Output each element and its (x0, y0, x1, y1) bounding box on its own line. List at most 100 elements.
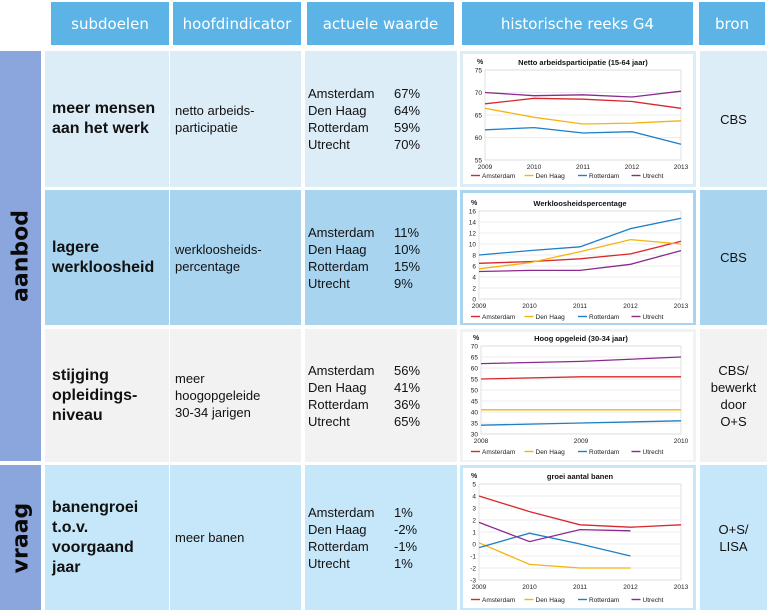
y-tick-label: 75 (475, 68, 483, 75)
chart-background (463, 54, 693, 184)
row2-values: Amsterdam 11% Den Haag 10% Rotterdam 15% Ut… (305, 190, 457, 325)
y-tick-label: 55 (475, 158, 483, 165)
row3-city: Rotterdam (308, 396, 369, 412)
y-tick-label: 0 (472, 542, 476, 549)
row4-value: -1% (394, 538, 418, 554)
series-line-utrecht (484, 90, 682, 98)
legend-label: Utrecht (643, 314, 664, 321)
row4-chart-cell: -3 -2 -1 0 1 2 3 4 5 2009 2010 2011 2012 2013% groei a… (460, 465, 696, 610)
y-tick-label: 6 (472, 264, 476, 271)
row1-subgoal: meer mensen aan het werk (45, 51, 169, 187)
series-line-den-haag (484, 107, 682, 125)
x-tick-label: 2010 (522, 584, 537, 591)
group-supply-label: aanbod (8, 210, 33, 302)
row4-value: -2% (394, 521, 418, 537)
chart-title: Werkloosheidspercentage (533, 199, 626, 208)
y-tick-label: 16 (469, 209, 477, 216)
y-axis-label: % (477, 59, 484, 66)
row2-city: Utrecht (308, 275, 350, 291)
legend-label: Rotterdam (589, 173, 619, 180)
row3-city: Den Haag (308, 379, 367, 395)
x-tick-label: 2013 (674, 584, 689, 591)
legend-label: Amsterdam (482, 597, 515, 604)
y-axis-label: % (473, 335, 480, 342)
y-tick-label: 30 (471, 432, 479, 439)
x-tick-label: 2008 (474, 438, 489, 445)
chart-job-growth: -3 -2 -1 0 1 2 3 4 5 2009 2010 2011 2012 2013% groei a… (463, 468, 693, 608)
y-tick-label: 35 (471, 421, 479, 428)
y-tick-label: 5 (472, 482, 476, 489)
series-line-rotterdam (478, 217, 682, 256)
series-line-den-haag (478, 238, 682, 270)
y-tick-label: 70 (475, 90, 483, 97)
y-tick-label: -2 (470, 566, 476, 573)
row4-source: O+S/ LISA (700, 465, 767, 610)
chart-background (463, 468, 693, 608)
row3-value: 56% (394, 362, 421, 378)
row3-indicator: meer hoogopgeleide 30-34 jarigen (170, 329, 301, 462)
row2-value: 11% (394, 224, 420, 240)
row3-city: Utrecht (308, 413, 350, 429)
row1-city: Rotterdam (308, 120, 369, 135)
series-line-utrecht (478, 521, 631, 543)
row1-value: 64% (394, 103, 421, 118)
row3-value: 36% (394, 396, 421, 412)
y-tick-label: 60 (475, 135, 483, 142)
legend-label: Utrecht (643, 449, 664, 456)
series-line-utrecht (478, 249, 682, 273)
x-tick-label: 2009 (472, 584, 487, 591)
row3-values-table: Amsterdam 56% Den Haag 41% Rotterdam 36% Ut… (308, 362, 420, 430)
y-tick-label: -1 (470, 554, 476, 561)
x-tick-label: 2011 (573, 584, 587, 591)
row2-chart-cell: 0 2 4 6 8 10 12 14 16 2009 2010 2011 2012 2013% Werklo… (460, 190, 696, 325)
group-supply: aanbod (0, 51, 41, 461)
row2-values-table: Amsterdam 11% Den Haag 10% Rotterdam 15% Ut… (308, 224, 420, 292)
row2-value: 15% (394, 258, 421, 274)
row3-values: Amsterdam 56% Den Haag 41% Rotterdam 36% Ut… (305, 329, 457, 462)
row4-city: Rotterdam (308, 538, 369, 554)
chart-title: Hoog opgeleid (30-34 jaar) (534, 334, 628, 343)
series-line-rotterdam (484, 126, 682, 145)
row2-source: CBS (700, 190, 767, 325)
row2-subgoal: lagere werkloosheid (45, 190, 169, 325)
y-tick-label: 45 (471, 399, 479, 406)
row2-city: Rotterdam (308, 258, 369, 274)
row1-city: Utrecht (308, 137, 350, 152)
y-tick-label: 14 (469, 220, 477, 227)
y-tick-label: 60 (471, 366, 479, 373)
row2-city: Den Haag (308, 241, 367, 257)
y-tick-label: 2 (472, 286, 476, 293)
x-tick-label: 2009 (478, 164, 493, 171)
x-tick-label: 2009 (574, 438, 589, 445)
y-tick-label: 10 (469, 242, 477, 249)
x-tick-label: 2010 (527, 164, 542, 171)
row4-value: 1% (394, 504, 413, 520)
y-tick-label: 50 (471, 388, 479, 395)
row1-chart-cell: 55 60 65 70 75 2009 2010 2011 2012 2013% Netto arb… (460, 51, 696, 187)
header-indicator: hoofdindicator (173, 2, 301, 45)
y-tick-label: -3 (470, 578, 476, 585)
legend-label: Utrecht (643, 597, 664, 604)
row4-values: Amsterdam 1% Den Haag -2% Rotterdam -1% Utr… (305, 465, 457, 610)
row3-city: Amsterdam (308, 362, 375, 378)
x-tick-label: 2011 (576, 164, 590, 171)
y-axis-label: % (471, 473, 478, 480)
group-demand: vraag (0, 465, 41, 610)
legend-label: Den Haag (536, 597, 566, 604)
row1-values: Amsterdam 67% Den Haag 64% Rotterdam 59% Ut… (305, 51, 457, 187)
legend-label: Den Haag (536, 314, 566, 321)
legend-label: Amsterdam (482, 314, 515, 321)
row4-values-table: Amsterdam 1% Den Haag -2% Rotterdam -1% Utr… (308, 504, 417, 572)
group-demand-label: vraag (8, 502, 33, 573)
y-tick-label: 65 (471, 355, 479, 362)
row2-indicator: werkloosheids- percentage (170, 190, 301, 325)
legend-label: Amsterdam (482, 173, 515, 180)
chart-participation: 55 60 65 70 75 2009 2010 2011 2012 2013% Netto arb… (463, 54, 693, 184)
row4-city: Den Haag (308, 521, 367, 537)
legend-label: Amsterdam (482, 449, 515, 456)
row1-value: 67% (394, 86, 421, 101)
row2-value: 10% (394, 241, 421, 257)
x-tick-label: 2011 (573, 303, 587, 310)
y-tick-label: 0 (472, 297, 476, 304)
x-tick-label: 2013 (674, 164, 689, 171)
